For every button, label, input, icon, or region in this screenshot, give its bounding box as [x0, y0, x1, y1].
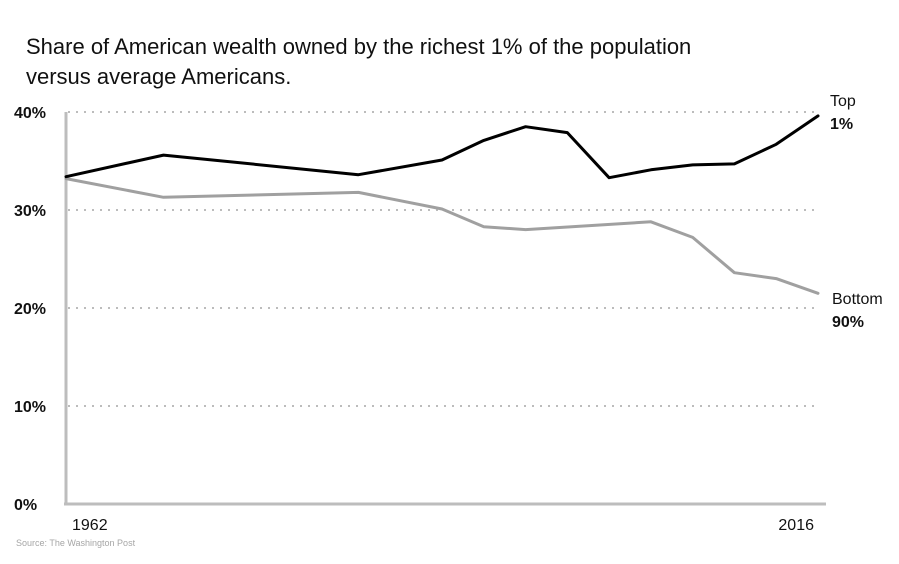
series-label-share: 1%: [830, 116, 853, 133]
y-tick-label: 40%: [14, 105, 46, 122]
series-labels: Top 1% Bottom 90%: [830, 93, 883, 331]
y-tick-label: 30%: [14, 203, 46, 220]
series-label-share: 90%: [832, 314, 864, 331]
source-note: Source: The Washington Post: [16, 538, 136, 548]
series-line: [64, 177, 820, 295]
series-line: [64, 114, 820, 180]
series-label-name: Bottom: [832, 291, 883, 308]
x-tick-label: 2016: [778, 517, 814, 534]
chart-title: Share of American wealth owned by the ri…: [26, 34, 692, 89]
y-tick-labels: 0% 10% 20% 30% 40%: [14, 105, 46, 514]
series-label-name: Top: [830, 93, 856, 110]
y-tick-label: 0%: [14, 497, 37, 514]
x-tick-label: 1962: [72, 517, 108, 534]
y-tick-label: 20%: [14, 301, 46, 318]
y-tick-label: 10%: [14, 399, 46, 416]
series-lines: [64, 114, 820, 295]
x-tick-labels: 1962 2016: [72, 517, 814, 534]
